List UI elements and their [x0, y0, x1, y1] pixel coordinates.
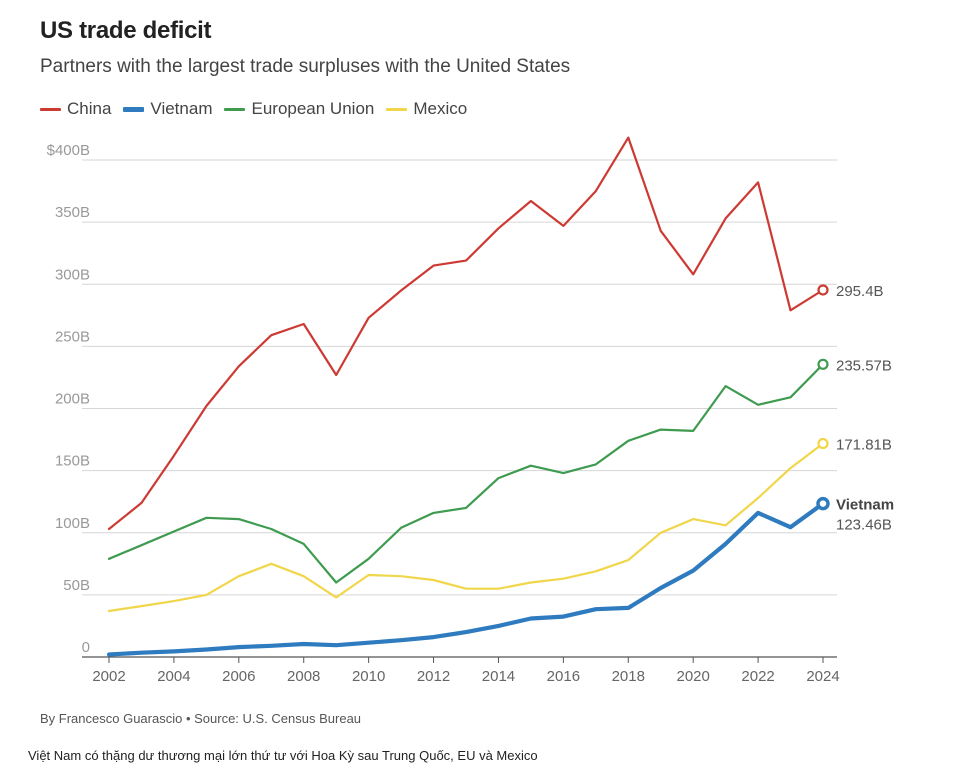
- x-tick-label: 2008: [287, 668, 320, 685]
- chart-subtitle: Partners with the largest trade surpluse…: [40, 56, 571, 77]
- legend-item-china: China: [40, 99, 111, 119]
- chart-title: US trade deficit: [40, 17, 212, 44]
- line-chart: 0 50B 100B 150B 200B 250B 300B 350B $400B 2002 200…: [47, 136, 894, 685]
- x-tick-label: 2018: [612, 668, 645, 685]
- series-line-mexico: [107, 442, 825, 613]
- end-label-value-european-union: 235.57B: [836, 357, 892, 374]
- x-tick-label: 2002: [92, 668, 125, 685]
- x-tick-label: 2020: [676, 668, 709, 685]
- legend-item-mexico: Mexico: [386, 99, 467, 119]
- y-tick-label: 300B: [55, 266, 90, 283]
- y-tick-label: 150B: [55, 453, 90, 470]
- end-point-china: [817, 284, 829, 296]
- x-tick-label: 2006: [222, 668, 255, 685]
- y-tick-label: $400B: [47, 142, 90, 159]
- legend-swatch-vietnam: [123, 106, 145, 112]
- x-tick-label: 2014: [482, 668, 515, 685]
- y-tick-label: 250B: [55, 328, 90, 345]
- legend-label-vietnam: Vietnam: [150, 99, 213, 118]
- byline: By Francesco Guarascio • Source: U.S. Ce…: [40, 711, 362, 726]
- series-line-european-union: [107, 363, 825, 584]
- legend-item-eu: European Union: [224, 99, 374, 119]
- end-label-name-vietnam: Vietnam: [836, 497, 894, 514]
- x-tick-label: 2010: [352, 668, 385, 685]
- legend-label-eu: European Union: [251, 99, 375, 118]
- x-tick-label: 2016: [547, 668, 580, 685]
- end-label-value-china: 295.4B: [836, 283, 884, 300]
- legend-item-vietnam: Vietnam: [123, 99, 212, 119]
- series-line-vietnam: [106, 501, 826, 657]
- y-tick-label: 0: [82, 639, 90, 656]
- x-tick-label: 2024: [806, 668, 839, 685]
- end-label-value-mexico: 171.81B: [836, 437, 892, 454]
- legend-swatch-china: [40, 107, 61, 111]
- y-tick-label: 200B: [55, 391, 90, 408]
- y-tick-label: 350B: [55, 204, 90, 221]
- legend-label-mexico: Mexico: [413, 99, 468, 118]
- end-point-vietnam: [816, 496, 830, 511]
- x-tick-label: 2012: [417, 668, 450, 685]
- end-point-mexico: [817, 437, 829, 450]
- end-label-value-vietnam: 123.46B: [836, 517, 892, 534]
- image-caption: Việt Nam có thặng dư thương mại lớn thứ …: [28, 748, 538, 763]
- series-line-china: [107, 136, 825, 531]
- y-tick-label: 50B: [63, 577, 90, 594]
- legend-swatch-eu: [224, 107, 246, 111]
- end-point-european-union: [817, 358, 829, 370]
- x-tick-label: 2022: [741, 668, 774, 685]
- legend-label-china: China: [67, 99, 112, 118]
- y-tick-label: 100B: [55, 515, 90, 532]
- legend-swatch-mexico: [386, 107, 408, 111]
- chart-legend: China Vietnam European Union Mexico: [40, 99, 479, 119]
- x-tick-label: 2004: [157, 668, 190, 685]
